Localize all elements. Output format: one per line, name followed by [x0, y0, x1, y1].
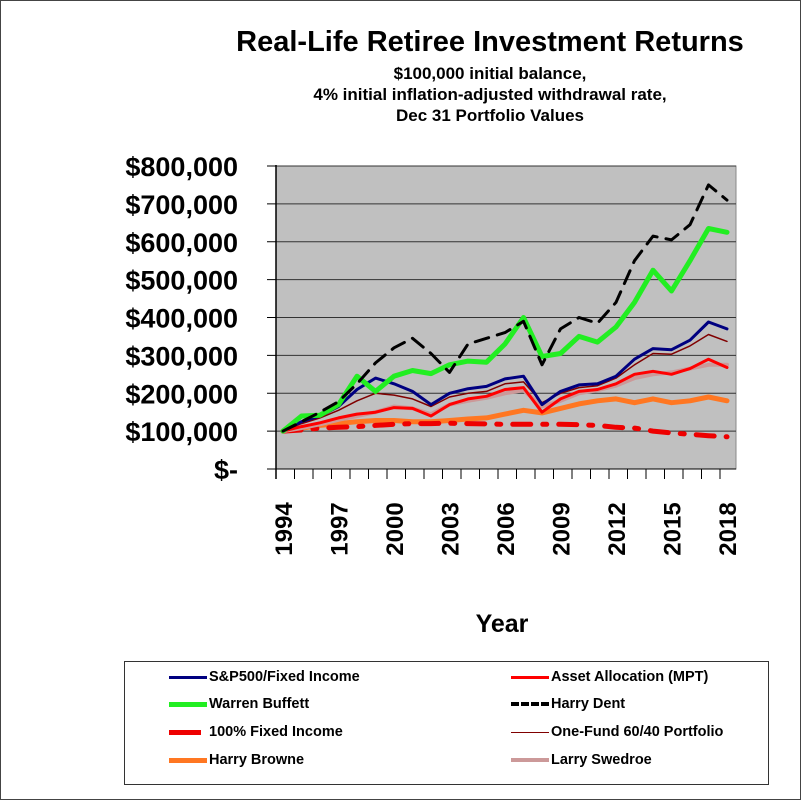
legend-label: Asset Allocation (MPT)	[551, 669, 709, 685]
y-tick-label: $100,000	[125, 417, 238, 447]
chart-subtitle-line-2: 4% initial inflation-adjusted withdrawal…	[313, 85, 667, 104]
legend-swatch	[511, 731, 549, 733]
x-tick-label: 2015	[660, 502, 687, 555]
legend: S&P500/Fixed Income Asset Allocation (MP…	[124, 661, 769, 785]
series-lines	[280, 183, 730, 440]
x-axis: 1994 1997 2000 2003 2006 2009 2012 2015 2018	[271, 468, 742, 556]
legend-item-harry-dent: Harry Dent	[511, 693, 625, 715]
legend-item-harry-browne: Harry Browne	[169, 749, 304, 771]
series-line-100-fixed-income	[280, 420, 730, 440]
x-tick-label: 2012	[604, 502, 631, 555]
series-line-harry-browne	[280, 394, 730, 434]
legend-item-one-fund-60-40: One-Fund 60/40 Portfolio	[511, 721, 723, 743]
x-tick-label: 2000	[382, 502, 409, 555]
legend-label: Harry Browne	[209, 752, 305, 768]
legend-swatch	[511, 675, 549, 679]
x-axis-label: Year	[476, 610, 529, 638]
x-tick-label: 2009	[549, 502, 576, 555]
legend-swatch	[169, 757, 207, 763]
legend-item-larry-swedroe: Larry Swedroe	[511, 749, 652, 771]
series-line-asset-allocation-mpt-	[281, 357, 729, 433]
y-tick-label: $800,000	[125, 152, 238, 182]
x-tick-label: 1997	[327, 502, 354, 555]
legend-item-asset-allocation: Asset Allocation (MPT)	[511, 666, 708, 688]
y-tick-label: $200,000	[125, 379, 238, 409]
legend-swatch	[511, 702, 549, 706]
y-tick-label: $400,000	[125, 304, 238, 334]
series-line-s-p500-fixed-income	[281, 320, 729, 433]
legend-label: 100% Fixed Income	[209, 724, 343, 740]
legend-swatch	[511, 758, 549, 762]
series-line-harry-dent	[281, 183, 729, 433]
legend-swatch	[169, 701, 207, 707]
y-tick-label: $500,000	[125, 266, 238, 296]
legend-label: One-Fund 60/40 Portfolio	[551, 724, 724, 740]
series-line-one-fund-60-40-portfolio	[282, 333, 728, 432]
chart-subtitle-line-3: Dec 31 Portfolio Values	[395, 106, 584, 125]
line-chart: $- $100,000 $200,000 $300,000 $400,000 $500,0…	[125, 152, 742, 638]
y-tick-label: $300,000	[125, 341, 238, 371]
legend-item-sp500-fixed-income: S&P500/Fixed Income	[169, 666, 360, 688]
x-tick-label: 1994	[271, 502, 298, 556]
y-tick-label: $700,000	[125, 190, 238, 220]
legend-item-100-fixed-income: 100% Fixed Income	[169, 721, 343, 743]
legend-swatch	[169, 729, 201, 735]
y-axis: $- $100,000 $200,000 $300,000 $400,000 $500,0…	[125, 152, 277, 485]
legend-item-warren-buffett: Warren Buffett	[169, 693, 309, 715]
legend-label: Harry Dent	[551, 696, 626, 712]
x-tick-label: 2018	[715, 502, 742, 555]
x-tick-label: 2006	[493, 502, 520, 555]
series-line-warren-buffett	[280, 226, 730, 434]
legend-label: Warren Buffett	[209, 696, 310, 712]
x-tick-label: 2003	[438, 502, 465, 555]
legend-label: Larry Swedroe	[551, 752, 652, 768]
chart-title: Real-Life Retiree Investment Returns	[236, 26, 744, 58]
y-tick-label: $-	[214, 455, 238, 485]
chart-subtitle-line-1: $100,000 initial balance,	[393, 64, 587, 83]
series-line-larry-swedroe	[281, 362, 729, 434]
legend-swatch	[169, 675, 207, 679]
y-tick-label: $600,000	[125, 228, 238, 258]
legend-label: S&P500/Fixed Income	[209, 669, 360, 685]
